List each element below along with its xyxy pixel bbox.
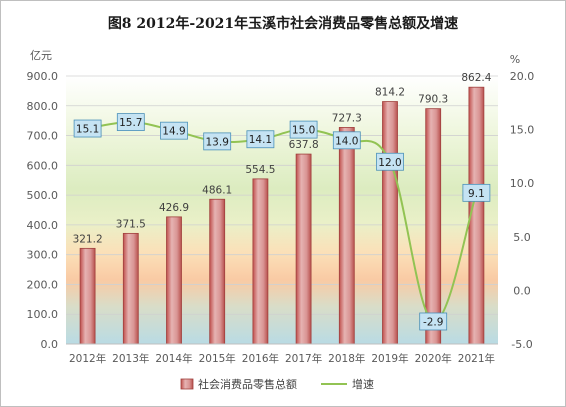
growth-point-label-box: [73, 119, 102, 138]
y-left-tick-label: 200.0: [27, 278, 59, 291]
bar: [252, 178, 269, 345]
bar-value-label: 371.5: [116, 218, 146, 230]
x-tick-label: 2012年: [69, 352, 106, 365]
bar-value-label: 790.3: [418, 94, 448, 106]
legend: 社会消费品零售总额 增速: [180, 377, 374, 391]
y-right-tick-label: 0.0: [513, 284, 531, 297]
bar-value-label: 637.8: [289, 139, 319, 151]
growth-point-label-box: [246, 130, 275, 149]
bar-value-label: 727.3: [332, 112, 362, 124]
bar-value-label: 321.2: [73, 233, 103, 245]
x-tick-label: 2021年: [458, 352, 495, 365]
bar-value-label: 862.4: [461, 72, 491, 84]
bar: [295, 153, 312, 345]
y-left-tick-label: 700.0: [27, 130, 59, 143]
bar: [425, 108, 442, 345]
legend-bar-label: 社会消费品零售总额: [198, 377, 297, 391]
growth-point-label: 14.1: [249, 134, 272, 146]
bar-value-label: 486.1: [202, 184, 232, 196]
growth-point-label: 15.7: [119, 117, 142, 129]
x-tick-label: 2020年: [415, 352, 452, 365]
x-tick-label: 2013年: [112, 352, 149, 365]
growth-point-label-box: [203, 132, 232, 151]
bar-value-label: 554.5: [245, 164, 275, 176]
growth-point-label: -2.9: [423, 316, 444, 328]
x-tick-label: 2016年: [242, 352, 279, 365]
growth-point-label: 9.1: [468, 188, 485, 200]
growth-point-label: 15.0: [292, 125, 315, 137]
legend-bar-swatch: [180, 378, 194, 390]
x-tick-label: 2014年: [155, 352, 192, 365]
bar: [209, 198, 226, 345]
growth-point-label: 14.9: [162, 126, 185, 138]
growth-point-label: 15.1: [76, 124, 99, 136]
y-left-tick-label: 0.0: [41, 338, 59, 351]
growth-point-label: 12.0: [378, 157, 401, 169]
x-tick-label: 2017年: [285, 352, 322, 365]
x-tick-label: 2019年: [371, 352, 408, 365]
data-labels: 321.2 371.5 426.9 486.1 554.5 637.8 727.3 814.2…: [73, 72, 492, 331]
y-left-tick-label: 400.0: [27, 219, 59, 232]
y-right-tick-label: 20.0: [510, 70, 535, 83]
x-tick-label: 2018年: [328, 352, 365, 365]
y-left-tick-label: 600.0: [27, 159, 59, 172]
growth-point-label-box: [289, 120, 318, 139]
bar: [338, 127, 355, 345]
growth-point-label-box: [376, 152, 404, 171]
y-left-tick-label: 800.0: [27, 100, 59, 113]
y-right-tick-label: 10.0: [510, 177, 535, 190]
growth-point-label-box: [160, 121, 188, 140]
growth-point-label: 14.0: [335, 135, 358, 147]
bar: [122, 232, 139, 345]
y-right-tick-label: -5.0: [511, 338, 532, 351]
x-tick-label: 2015年: [199, 352, 236, 365]
bar: [382, 101, 398, 345]
y-right-tick-label: 5.0: [513, 231, 531, 244]
growth-point-label-box: [462, 183, 491, 202]
bar-value-label: 814.2: [375, 87, 405, 99]
growth-point-label-box: [419, 312, 448, 331]
y-left-tick-label: 300.0: [27, 249, 59, 262]
bar: [166, 216, 182, 345]
right-axis-unit: %: [510, 53, 520, 66]
bar-value-label: 426.9: [159, 202, 189, 214]
left-axis-unit: 亿元: [30, 49, 52, 62]
growth-point-label-box: [116, 113, 145, 131]
bar: [79, 247, 96, 345]
growth-point-label: 13.9: [206, 136, 229, 148]
y-right-tick-label: 15.0: [510, 124, 535, 137]
y-left-tick-label: 100.0: [27, 308, 59, 321]
y-left-tick-label: 900.0: [27, 70, 59, 83]
chart-title: 图8 2012年-2021年玉溪市社会消费品零售总额及增速: [108, 15, 458, 32]
y-left-tick-label: 500.0: [27, 189, 59, 202]
axes: 0.0 100.0 200.0 300.0 400.0 500.0 600.0 700.0 80…: [27, 70, 535, 365]
legend-line-label: 增速: [352, 377, 374, 391]
growth-point-label-box: [332, 131, 361, 150]
